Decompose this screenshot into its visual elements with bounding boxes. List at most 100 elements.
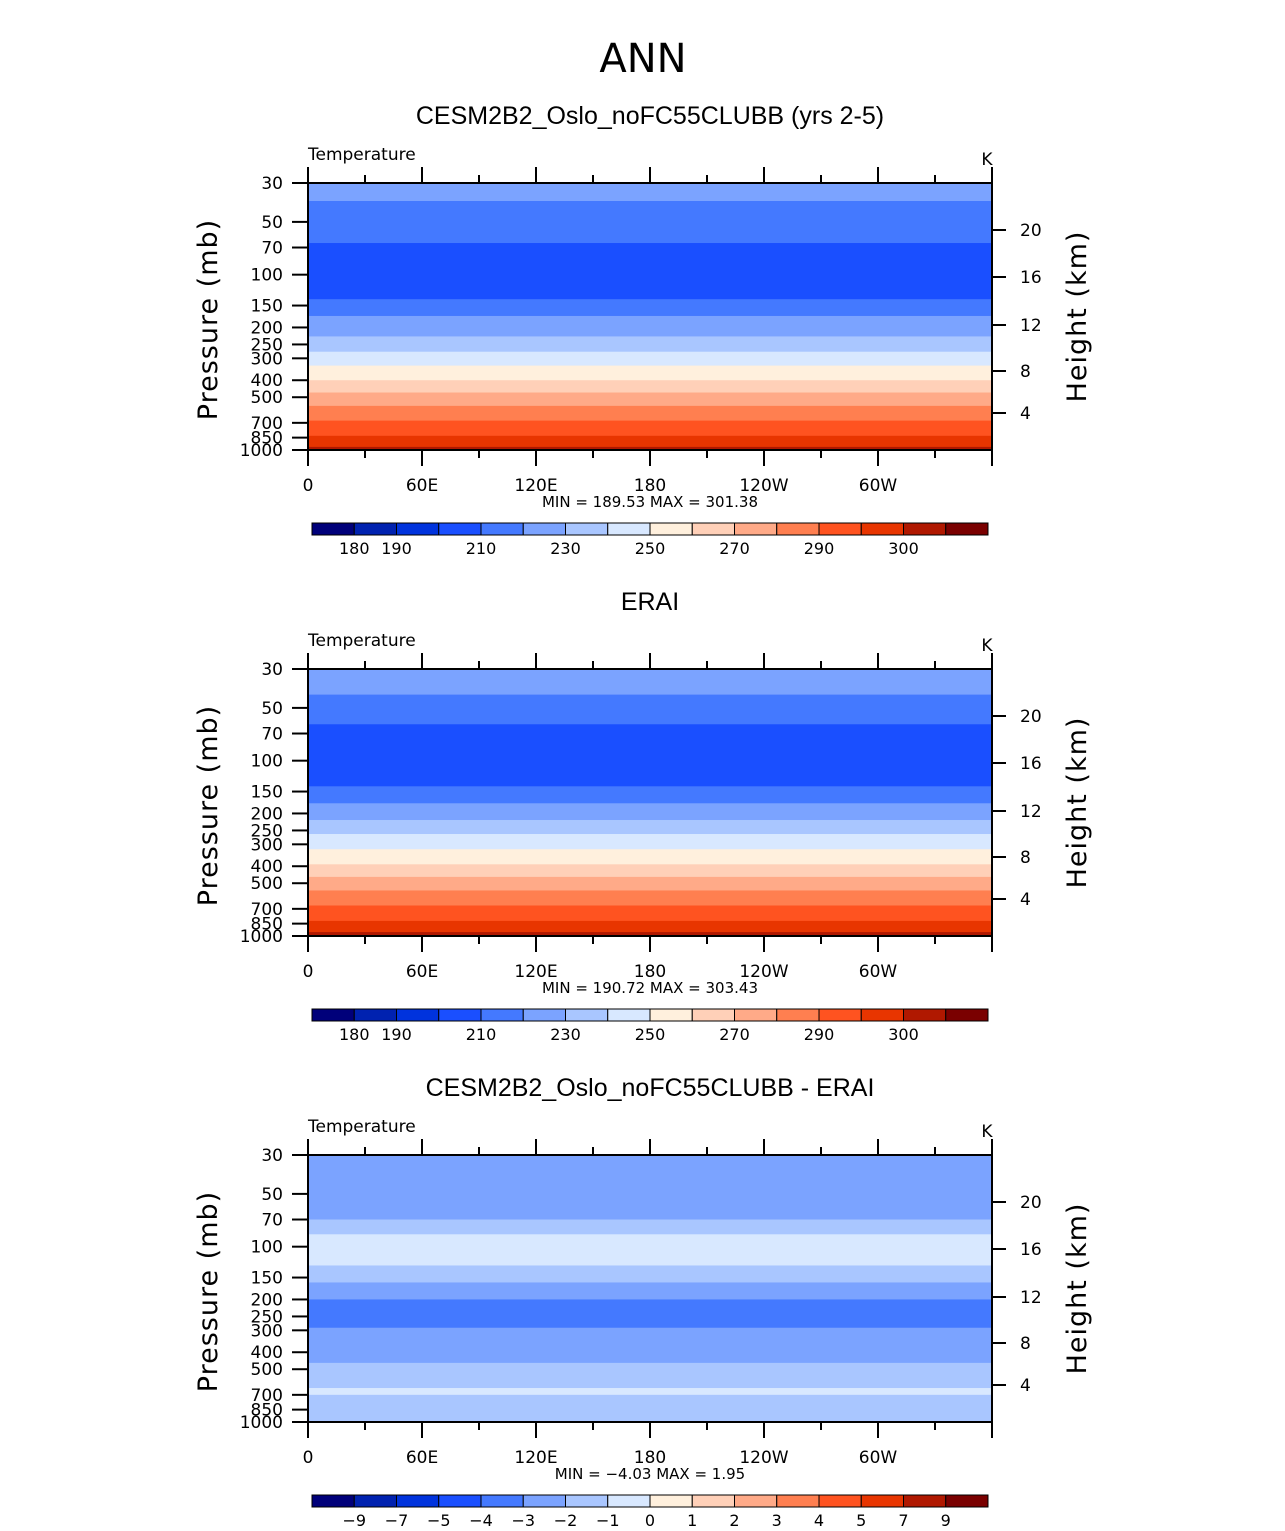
y-tick-label: 1000: [240, 1413, 283, 1433]
x-tick-label: 120W: [739, 476, 788, 496]
height-tick-label: 8: [1020, 1334, 1031, 1354]
y-tick-label: 1000: [240, 441, 283, 461]
x-tick-label: 120W: [739, 962, 788, 982]
colorbar-label: 3: [772, 1511, 782, 1530]
y-tick-label: 150: [251, 297, 283, 317]
colorbar-swatch: [734, 522, 778, 536]
height-tick-label: 8: [1020, 848, 1031, 868]
colorbar-swatch: [607, 1494, 651, 1508]
colorbar: −9 −7 −5 −4 −3 −2 −1 0 1 2 3 4 5 7 9: [311, 1494, 989, 1530]
colorbar-swatch: [945, 1494, 989, 1508]
colorbar-swatch: [945, 1008, 989, 1022]
contour-band: [308, 834, 992, 850]
contour-band: [308, 803, 992, 821]
y-tick-label: 250: [251, 821, 283, 841]
colorbar-label: 210: [466, 1025, 497, 1044]
colorbar-label: 250: [635, 1025, 666, 1044]
x-tick-label: 180: [634, 1448, 666, 1468]
height-tick-label: 12: [1020, 1288, 1042, 1308]
contour-band: [308, 243, 992, 300]
colorbar-label: 0: [645, 1511, 655, 1530]
y-tick-label: 70: [261, 239, 283, 259]
colorbar-swatch: [903, 522, 947, 536]
colorbar-swatch: [522, 1008, 566, 1022]
y-tick-label: 100: [251, 1238, 283, 1258]
panel-3: CESM2B2_Oslo_noFC55CLUBB - ERAI Temperatu…: [193, 1074, 1093, 1530]
y-tick-label: 70: [261, 725, 283, 745]
panel-1: CESM2B2_Oslo_noFC55CLUBB (yrs 2-5)Temper…: [193, 102, 1093, 558]
colorbar-swatch: [396, 1008, 440, 1022]
units-label: K: [981, 150, 993, 170]
colorbar-label: 290: [804, 1025, 835, 1044]
colorbar-label: 210: [466, 539, 497, 558]
x-tick-label: 120W: [739, 1448, 788, 1468]
y-axis-title-right: Height (km): [1062, 231, 1093, 403]
y-tick-label: 30: [261, 660, 283, 680]
contour-band: [308, 299, 992, 317]
height-tick-label: 4: [1020, 404, 1031, 424]
colorbar-label: 300: [888, 539, 919, 558]
y-tick-label: 400: [251, 1343, 283, 1363]
y-tick-label: 30: [261, 1146, 283, 1166]
height-tick-label: 16: [1020, 1240, 1042, 1260]
colorbar-swatch: [311, 1494, 355, 1508]
contour-band: [308, 351, 992, 367]
contour-band: [308, 1234, 992, 1267]
x-tick-label: 60E: [406, 1448, 438, 1468]
colorbar-swatch: [565, 1494, 609, 1508]
y-tick-label: 850: [251, 915, 283, 935]
colorbar-swatch: [818, 522, 862, 536]
min-max-stats: MIN = 190.72 MAX = 303.43: [542, 979, 758, 997]
contour-band: [308, 1299, 992, 1329]
colorbar-label: 230: [550, 1025, 581, 1044]
colorbar-label: 9: [941, 1511, 951, 1530]
colorbar-label: −2: [554, 1511, 578, 1530]
colorbar-label: −5: [427, 1511, 451, 1530]
colorbar-label: 2: [729, 1511, 739, 1530]
units-label: K: [981, 636, 993, 656]
y-tick-label: 50: [261, 699, 283, 719]
contour-band: [308, 905, 992, 922]
colorbar-swatch: [353, 522, 397, 536]
colorbar-swatch: [691, 522, 735, 536]
colorbar-swatch: [903, 1008, 947, 1022]
x-tick-label: 120E: [514, 962, 557, 982]
y-tick-label: 50: [261, 213, 283, 233]
y-tick-label: 200: [251, 1290, 283, 1310]
colorbar-swatch: [860, 522, 904, 536]
colorbar-label: −9: [342, 1511, 366, 1530]
y-tick-label: 700: [251, 1386, 283, 1406]
panel-title: ERAI: [621, 588, 679, 616]
x-tick-label: 180: [634, 476, 666, 496]
colorbar-swatch: [649, 522, 693, 536]
y-axis-title-left: Pressure (mb): [193, 1191, 224, 1392]
y-tick-label: 200: [251, 804, 283, 824]
colorbar-swatch: [522, 1494, 566, 1508]
y-tick-label: 500: [251, 874, 283, 894]
colorbar-label: 290: [804, 539, 835, 558]
x-axis: 0 60E 120E 180 120W 60W: [303, 653, 993, 982]
colorbar-swatch: [776, 1008, 820, 1022]
y-axis-title-right: Height (km): [1062, 717, 1093, 889]
colorbar-swatch: [480, 1008, 524, 1022]
contour-fills: [308, 1155, 992, 1423]
x-axis: 0 60E 120E 180 120W 60W: [303, 1139, 993, 1468]
colorbar-label: 270: [719, 539, 750, 558]
colorbar-swatch: [480, 1494, 524, 1508]
x-axis: 0 60E 120E 180 120W 60W: [303, 167, 993, 496]
colorbar-label: 5: [856, 1511, 866, 1530]
contour-band: [308, 315, 992, 338]
colorbar-label: −4: [469, 1511, 493, 1530]
contour-band: [308, 1388, 992, 1396]
figure-title: ANN: [599, 36, 686, 82]
height-tick-label: 8: [1020, 362, 1031, 382]
colorbar: 180 190 210 230 250 270 290 300: [311, 1008, 989, 1044]
y-tick-label: 1000: [240, 927, 283, 947]
contour-band: [308, 724, 992, 787]
contour-band: [308, 1362, 992, 1389]
contour-band: [308, 864, 992, 878]
colorbar-swatch: [945, 522, 989, 536]
